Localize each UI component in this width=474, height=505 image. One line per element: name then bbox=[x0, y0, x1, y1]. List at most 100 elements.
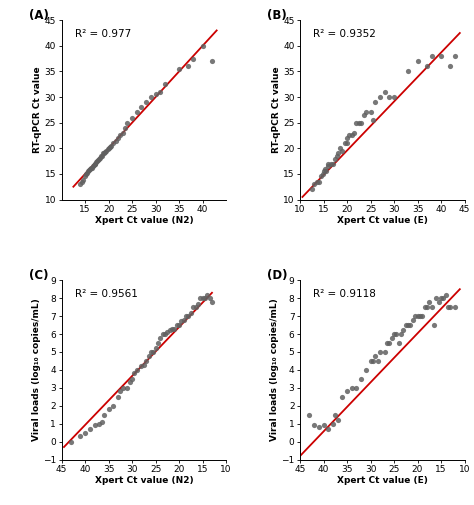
Point bbox=[102, 147, 110, 155]
Point bbox=[84, 167, 92, 175]
Point bbox=[414, 57, 421, 65]
Point bbox=[439, 294, 447, 302]
Point bbox=[437, 294, 445, 302]
Y-axis label: Viral loads (log₁₀ copies/mL): Viral loads (log₁₀ copies/mL) bbox=[270, 298, 279, 441]
Text: R² = 0.977: R² = 0.977 bbox=[75, 29, 131, 39]
Text: (B): (B) bbox=[267, 10, 287, 22]
Point bbox=[395, 339, 402, 347]
Point bbox=[173, 321, 181, 329]
Point bbox=[147, 348, 155, 356]
Point bbox=[320, 167, 328, 175]
Point bbox=[376, 348, 384, 356]
Point bbox=[190, 55, 197, 63]
Point bbox=[82, 429, 89, 437]
Point bbox=[124, 119, 131, 127]
Point bbox=[428, 303, 436, 311]
Point bbox=[140, 361, 147, 369]
Point bbox=[131, 370, 138, 378]
Point bbox=[357, 375, 365, 383]
Point bbox=[82, 172, 89, 180]
Point bbox=[343, 134, 351, 142]
Point bbox=[367, 357, 374, 365]
Point bbox=[196, 294, 204, 302]
Point bbox=[322, 167, 330, 175]
Point bbox=[369, 357, 377, 365]
Point bbox=[400, 326, 407, 334]
Point bbox=[93, 157, 101, 165]
Point bbox=[409, 316, 417, 324]
Point bbox=[444, 303, 452, 311]
Point bbox=[100, 149, 108, 158]
Point bbox=[92, 158, 100, 166]
Point bbox=[338, 147, 346, 155]
Point bbox=[138, 103, 146, 111]
Point bbox=[381, 88, 388, 96]
Point bbox=[423, 62, 431, 70]
Point bbox=[451, 52, 459, 60]
Point bbox=[161, 330, 169, 338]
Point bbox=[99, 149, 107, 158]
Point bbox=[117, 131, 124, 139]
Point bbox=[206, 294, 213, 302]
Point bbox=[329, 160, 337, 168]
Point bbox=[138, 362, 146, 370]
Text: R² = 0.9118: R² = 0.9118 bbox=[313, 289, 376, 299]
Point bbox=[343, 139, 351, 147]
Point bbox=[83, 169, 91, 177]
Point bbox=[306, 411, 313, 419]
Text: (A): (A) bbox=[29, 10, 49, 22]
Point bbox=[331, 155, 339, 163]
Point bbox=[338, 393, 346, 401]
Point bbox=[152, 344, 159, 352]
Point bbox=[88, 164, 95, 172]
Point bbox=[447, 62, 454, 70]
Point bbox=[145, 351, 152, 360]
Point bbox=[142, 357, 150, 365]
Point bbox=[402, 321, 410, 329]
Point bbox=[392, 330, 400, 338]
Point bbox=[357, 119, 365, 127]
Text: (C): (C) bbox=[29, 270, 48, 282]
Point bbox=[385, 93, 393, 101]
Point bbox=[376, 93, 384, 101]
Point bbox=[325, 160, 332, 168]
X-axis label: Xpert Ct value (E): Xpert Ct value (E) bbox=[337, 476, 428, 485]
Point bbox=[404, 67, 412, 75]
Point bbox=[180, 316, 188, 324]
Point bbox=[109, 139, 117, 147]
Point bbox=[128, 114, 136, 122]
Point bbox=[319, 170, 327, 178]
Point bbox=[86, 425, 93, 433]
Point bbox=[112, 136, 119, 144]
Point bbox=[190, 303, 197, 311]
Point bbox=[208, 298, 216, 306]
Point bbox=[94, 156, 102, 164]
Y-axis label: RT-qPCR Ct value: RT-qPCR Ct value bbox=[34, 67, 43, 153]
Point bbox=[353, 384, 360, 392]
Point bbox=[199, 294, 206, 302]
Point bbox=[185, 312, 192, 320]
X-axis label: Xpert Ct value (N2): Xpert Ct value (N2) bbox=[94, 216, 193, 225]
Point bbox=[199, 42, 206, 50]
Point bbox=[414, 312, 421, 320]
Point bbox=[372, 351, 379, 360]
Point bbox=[407, 321, 414, 329]
Point bbox=[100, 411, 108, 419]
X-axis label: Xpert Ct value (E): Xpert Ct value (E) bbox=[337, 216, 428, 225]
Point bbox=[166, 326, 173, 334]
Point bbox=[86, 165, 93, 173]
Point bbox=[334, 149, 341, 158]
Point bbox=[97, 152, 105, 160]
Point bbox=[91, 160, 98, 168]
Point bbox=[442, 290, 449, 298]
Point bbox=[388, 334, 395, 342]
Point bbox=[117, 387, 124, 395]
Point bbox=[67, 437, 75, 445]
Point bbox=[321, 165, 328, 173]
Point bbox=[147, 93, 155, 101]
Point bbox=[187, 309, 195, 317]
Point bbox=[95, 155, 103, 163]
Text: (D): (D) bbox=[267, 270, 288, 282]
Point bbox=[104, 145, 111, 154]
Point bbox=[325, 425, 332, 433]
